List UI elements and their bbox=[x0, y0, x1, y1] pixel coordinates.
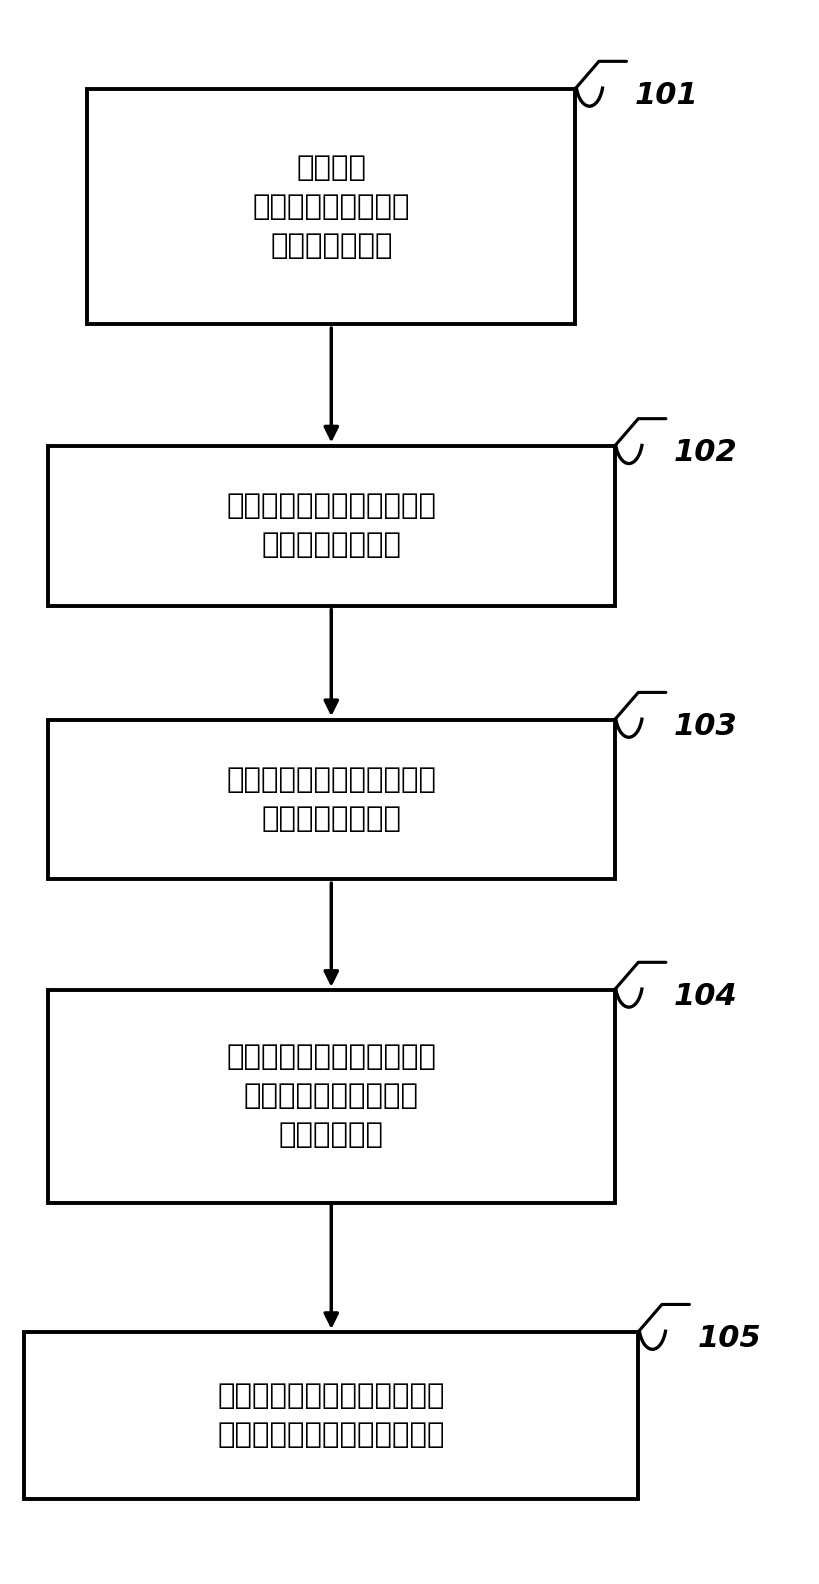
Text: 104: 104 bbox=[673, 982, 736, 1011]
Text: 读取单元
电路特性数据以及工
艺参数统计特性: 读取单元 电路特性数据以及工 艺参数统计特性 bbox=[252, 154, 410, 260]
Text: 对所有采样点的延时老化数据
进行回归拟合待定模型的系数: 对所有采样点的延时老化数据 进行回归拟合待定模型的系数 bbox=[217, 1381, 445, 1449]
Bar bbox=[87, 89, 575, 325]
Text: 在每一个采样点上通过电路
模拟程序得到电路延时
随时间偏移量: 在每一个采样点上通过电路 模拟程序得到电路延时 随时间偏移量 bbox=[226, 1044, 436, 1148]
Bar bbox=[48, 719, 614, 879]
Text: 根据工艺参数的统计特性建
立稀疏网格采样点: 根据工艺参数的统计特性建 立稀疏网格采样点 bbox=[226, 767, 436, 833]
Text: 105: 105 bbox=[696, 1324, 760, 1353]
Text: 102: 102 bbox=[673, 439, 736, 467]
Bar bbox=[25, 1332, 637, 1498]
Text: 读取并设定器件的基准温度
和输入信号占空比: 读取并设定器件的基准温度 和输入信号占空比 bbox=[226, 493, 436, 559]
Text: 103: 103 bbox=[673, 713, 736, 741]
Bar bbox=[48, 447, 614, 605]
Text: 101: 101 bbox=[634, 81, 697, 111]
Bar bbox=[48, 990, 614, 1202]
